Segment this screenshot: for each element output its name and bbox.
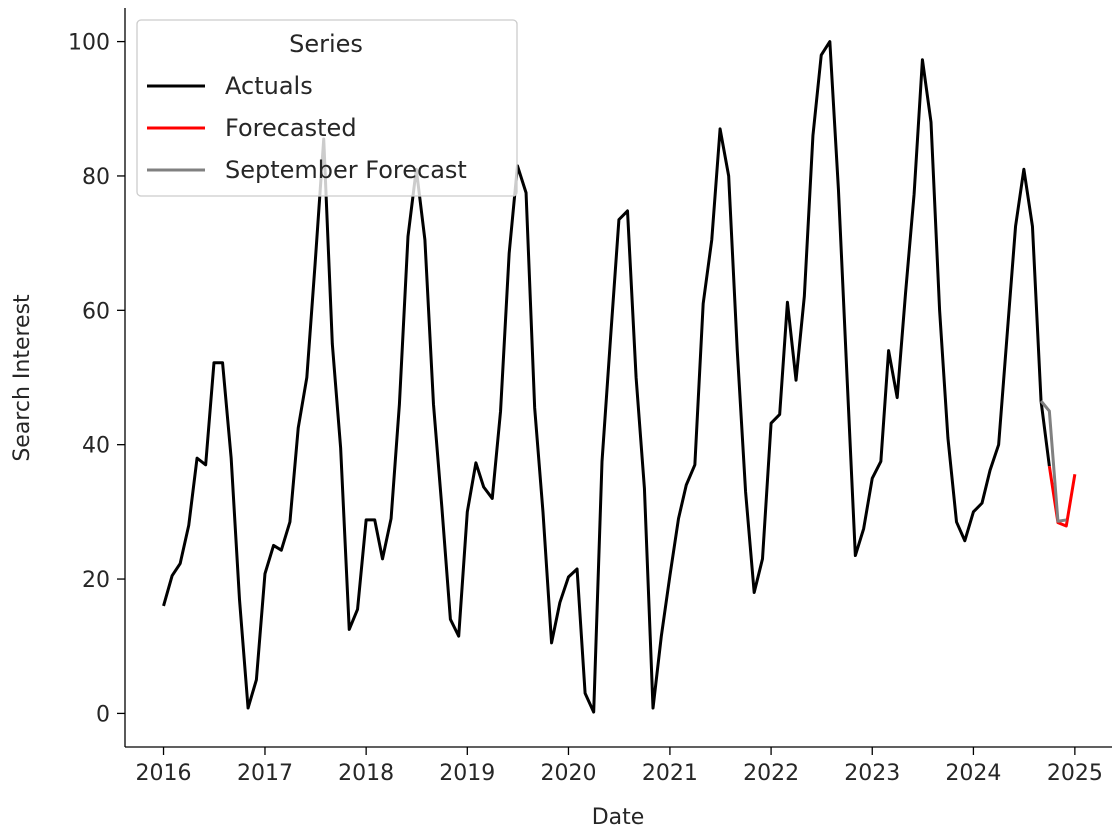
axes: 2016 2017 2018 2019 2020 2021 2022 2023 2024 2025… bbox=[68, 8, 1112, 786]
x-tick-label-2023: 2023 bbox=[844, 761, 900, 786]
x-tick-label-2022: 2022 bbox=[743, 761, 799, 786]
plot-area bbox=[162, 40, 1077, 714]
legend-label-actuals: Actuals bbox=[225, 72, 313, 100]
x-axis-label: Date bbox=[592, 805, 645, 830]
x-tick-label-2025: 2025 bbox=[1047, 761, 1103, 786]
series-line-september-forecast bbox=[1039, 400, 1067, 523]
y-tick-label-40: 40 bbox=[82, 434, 110, 459]
x-tick-label-2017: 2017 bbox=[237, 761, 293, 786]
y-ticks: 0 20 40 60 80 100 bbox=[68, 31, 125, 727]
x-tick-label-2020: 2020 bbox=[540, 761, 596, 786]
x-tick-label-2021: 2021 bbox=[642, 761, 698, 786]
series-line-forecasted bbox=[1047, 465, 1077, 528]
y-tick-label-20: 20 bbox=[82, 568, 110, 593]
series-line-actuals bbox=[162, 40, 1051, 714]
y-tick-label-100: 100 bbox=[68, 31, 110, 56]
y-tick-label-80: 80 bbox=[82, 165, 110, 190]
legend-label-september-forecast: September Forecast bbox=[225, 156, 467, 184]
x-tick-label-2019: 2019 bbox=[439, 761, 495, 786]
legend-box bbox=[136, 19, 518, 197]
legend-title: Series bbox=[289, 30, 363, 58]
y-axis-label: Search Interest bbox=[10, 294, 35, 462]
y-tick-label-0: 0 bbox=[96, 702, 110, 727]
legend-label-forecasted: Forecasted bbox=[225, 114, 357, 142]
x-ticks: 2016 2017 2018 2019 2020 2021 2022 2023 2024 2025 bbox=[136, 747, 1103, 786]
legend: Series Actuals Forecasted September Fore… bbox=[136, 19, 518, 197]
y-tick-label-60: 60 bbox=[82, 299, 110, 324]
x-tick-label-2016: 2016 bbox=[136, 761, 192, 786]
x-tick-label-2018: 2018 bbox=[338, 761, 394, 786]
x-tick-label-2024: 2024 bbox=[945, 761, 1001, 786]
